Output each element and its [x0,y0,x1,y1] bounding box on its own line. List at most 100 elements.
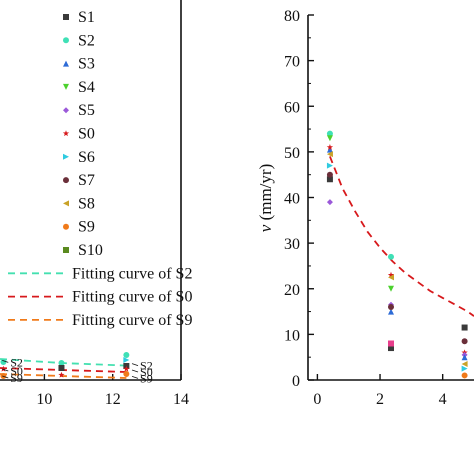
series-annotation: S9 [10,371,23,385]
annotation-leader [131,369,139,373]
right-data-point [461,324,468,331]
legend-marker [63,223,69,230]
legend-item: S2 [63,32,95,49]
right-panel: 0 10 20 30 40 50 60 70 80 0 2 4 v (mm/yr) [256,8,474,408]
right-data-point [326,162,333,169]
left-data-point [123,357,130,363]
left-data-point [58,360,65,366]
legend-item: S6 [63,149,95,166]
legend: S1 S2 S3 S4 S5 S0 S6 S7 S8 S9 S10 Fitting curve of … [8,9,192,329]
legend-label: S3 [78,56,95,73]
right-data-point [461,372,468,379]
left-x-tick-label: 12 [105,391,121,408]
series-annotation: S0 [10,364,23,378]
legend-item: S7 [63,172,95,189]
right-data-point [461,361,468,368]
right-y-tick-label: 0 [292,373,300,390]
legend-marker [63,37,69,44]
legend-item: S5 [63,102,95,119]
right-fitting-curve-S0 [329,156,474,317]
series-annotation: S9 [140,371,153,385]
legend-marker [63,83,69,90]
left-data-point [123,352,130,358]
right-y-tick-label: 80 [284,8,300,25]
right-y-tick-label: 70 [284,54,300,71]
left-data-point [123,365,130,372]
legend-item: S9 [63,219,95,236]
right-y-tick-label: 30 [284,236,300,253]
right-data-point [387,271,395,278]
legend-item: S4 [63,79,95,96]
legend-marker [63,247,69,253]
legend-item: S0 [62,126,95,143]
legend-label: S9 [78,219,95,236]
legend-label: S4 [78,79,95,96]
right-data-point [326,171,333,178]
legend-label: Fitting curve of S0 [72,289,192,306]
right-y-axis-title: v (mm/yr) [256,164,275,232]
right-data-point [326,144,334,150]
right-data-point [388,274,394,281]
left-x-tick-label: 14 [173,391,189,408]
right-data-point [326,130,333,137]
right-data-point [388,253,394,260]
left-data-point [58,365,65,371]
right-y-tick-label: 40 [284,191,300,208]
legend-marker [63,60,69,67]
annotation-leader [131,363,139,366]
series-annotation: S0 [140,365,153,379]
right-data-point [388,304,394,310]
legend-label: S1 [78,9,95,26]
y-axis-variable: v [256,224,275,232]
y-axis-unit: (mm/yr) [256,164,275,225]
right-data-point [326,146,333,153]
legend-label: S6 [78,149,95,166]
right-data-point [326,135,333,142]
series-annotation: S2 [10,355,23,369]
right-x-tick-label: 0 [313,391,321,408]
legend-item: S8 [63,195,95,212]
annotation-leader [2,360,9,363]
series-annotation: S2 [140,359,153,373]
right-data-point [326,176,333,183]
right-data-point [326,151,333,158]
annotation-leader [2,368,9,372]
legend-marker [63,153,69,160]
left-data-point [123,371,130,377]
legend-label: S7 [78,172,95,189]
legend-label: Fitting curve of S9 [72,312,192,329]
legend-marker [63,14,69,20]
legend-label: S2 [78,32,95,49]
legend-marker [62,130,70,137]
right-data-point [388,308,394,315]
legend-item: Fitting curve of S2 [8,265,192,282]
right-x-tick-label: 2 [376,391,384,408]
legend-label: S10 [78,242,103,259]
left-x-tick-label: 10 [36,391,52,408]
right-data-point [461,354,468,361]
legend-marker [63,107,69,114]
left-panel: 10 12 14S2S0S9S2S0S9S1S2S3S4S5S0S6S7S8S9S1… [0,0,192,408]
right-data-point [461,338,468,345]
legend-label: S5 [78,102,95,119]
legend-item: S3 [63,56,95,73]
legend-item: Fitting curve of S9 [8,312,192,329]
right-data-point [326,199,333,206]
left-data-point [58,371,65,378]
annotation-leader [2,375,9,379]
right-data-point [461,365,468,372]
legend-marker [63,200,69,207]
right-y-tick-label: 60 [284,99,300,116]
legend-item: Fitting curve of S0 [8,289,192,306]
left-data-point [0,359,7,365]
legend-item: S1 [63,9,95,26]
right-data-point [388,345,394,352]
right-y-tick-label: 20 [284,282,300,299]
legend-marker [63,177,69,184]
right-data-point [388,285,394,292]
legend-item: S10 [63,242,103,259]
left-data-point [0,365,7,372]
right-y-tick-label: 10 [284,327,300,344]
legend-label: Fitting curve of S2 [72,265,192,282]
